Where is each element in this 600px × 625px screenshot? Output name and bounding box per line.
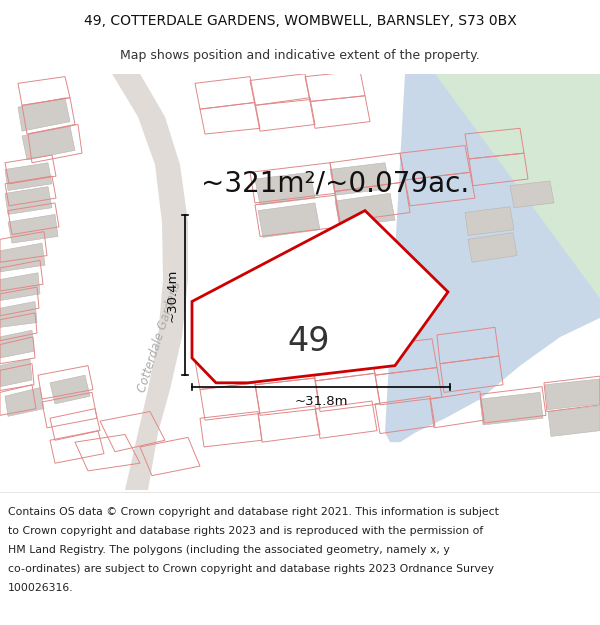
Polygon shape — [468, 232, 517, 262]
Polygon shape — [90, 74, 188, 490]
Polygon shape — [0, 301, 37, 328]
Polygon shape — [0, 330, 34, 358]
Polygon shape — [18, 98, 70, 131]
Polygon shape — [255, 173, 315, 205]
Text: Contains OS data © Crown copyright and database right 2021. This information is : Contains OS data © Crown copyright and d… — [8, 507, 499, 517]
Text: Map shows position and indicative extent of the property.: Map shows position and indicative extent… — [120, 49, 480, 62]
Polygon shape — [545, 379, 600, 409]
Polygon shape — [0, 272, 40, 301]
Text: co-ordinates) are subject to Crown copyright and database rights 2023 Ordnance S: co-ordinates) are subject to Crown copyr… — [8, 564, 494, 574]
Polygon shape — [400, 74, 600, 442]
Polygon shape — [5, 162, 52, 191]
Text: 49: 49 — [287, 326, 330, 359]
Polygon shape — [510, 181, 554, 208]
Text: HM Land Registry. The polygons (including the associated geometry, namely x, y: HM Land Registry. The polygons (includin… — [8, 545, 450, 555]
Polygon shape — [5, 187, 52, 214]
Polygon shape — [335, 193, 395, 227]
Polygon shape — [50, 375, 90, 404]
Polygon shape — [5, 388, 44, 416]
Polygon shape — [8, 214, 58, 243]
Polygon shape — [330, 162, 390, 195]
Polygon shape — [548, 406, 600, 436]
Text: 49, COTTERDALE GARDENS, WOMBWELL, BARNSLEY, S73 0BX: 49, COTTERDALE GARDENS, WOMBWELL, BARNSL… — [83, 14, 517, 28]
Polygon shape — [385, 74, 600, 442]
Text: ~30.4m: ~30.4m — [166, 269, 179, 322]
Text: Cotterdale Gardens: Cotterdale Gardens — [136, 280, 184, 394]
Polygon shape — [22, 126, 75, 160]
Polygon shape — [0, 243, 45, 272]
Polygon shape — [192, 211, 448, 383]
Text: ~321m²/~0.079ac.: ~321m²/~0.079ac. — [201, 170, 469, 198]
Text: to Crown copyright and database rights 2023 and is reproduced with the permissio: to Crown copyright and database rights 2… — [8, 526, 483, 536]
Polygon shape — [465, 207, 514, 236]
Text: 100026316.: 100026316. — [8, 583, 74, 593]
Polygon shape — [258, 203, 320, 238]
Text: ~31.8m: ~31.8m — [294, 394, 348, 408]
Polygon shape — [480, 392, 543, 425]
Polygon shape — [0, 359, 32, 387]
